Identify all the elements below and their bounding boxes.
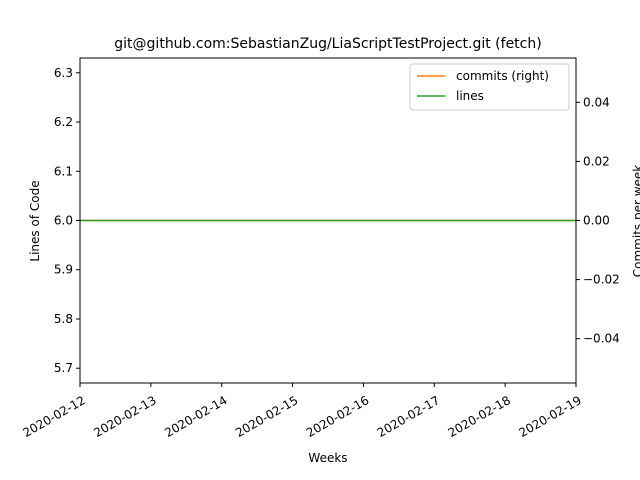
legend-label-0: commits (right) — [456, 69, 549, 83]
y-tick-label-left: 5.8 — [54, 312, 73, 326]
legend-box — [409, 63, 570, 111]
y-tick-label-left: 5.9 — [54, 263, 73, 277]
y-tick-label-left: 5.7 — [54, 361, 73, 375]
x-axis-label: Weeks — [308, 451, 347, 465]
legend: commits (right) lines — [409, 63, 570, 111]
y-tick-label-right: −0.02 — [583, 273, 620, 287]
y-tick-label-right: −0.04 — [583, 332, 620, 346]
y-axis-label-left: Lines of Code — [28, 180, 42, 261]
y-tick-label-left: 6.3 — [54, 66, 73, 80]
y-tick-label-right: 0.04 — [583, 95, 610, 109]
y-tick-label-left: 6.0 — [54, 214, 73, 228]
y-tick-label-left: 6.1 — [54, 164, 73, 178]
y-tick-label-left: 6.2 — [54, 115, 73, 129]
legend-label-1: lines — [456, 89, 484, 103]
chart-title: git@github.com:SebastianZug/LiaScriptTes… — [114, 36, 541, 52]
y-axis-label-right: Commits per week — [631, 165, 640, 278]
y-tick-label-right: 0.00 — [583, 214, 610, 228]
y-tick-label-right: 0.02 — [583, 154, 610, 168]
